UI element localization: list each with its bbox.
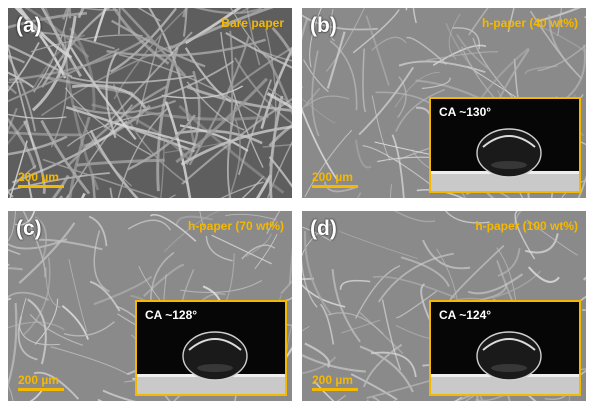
droplet-inset: CA ~128° — [135, 300, 287, 396]
panel-title: h-paper (70 wt%) — [187, 219, 284, 233]
scale-label: 200 µm — [18, 373, 59, 387]
droplet-inset: CA ~130° — [429, 97, 581, 193]
contact-angle-label: CA ~130° — [439, 105, 492, 119]
panel-letter: (a) — [16, 14, 42, 37]
scale-bar: 200 µm — [312, 170, 358, 188]
scale-bar-line — [18, 185, 64, 188]
water-droplet-image — [137, 302, 285, 394]
contact-angle-label: CA ~128° — [145, 308, 198, 322]
sem-panel-c: (c) h-paper (70 wt%) 200 µm CA ~128° — [8, 211, 292, 401]
scale-bar-line — [18, 388, 64, 391]
sem-panel-a: (a) Bare paper 200 µm — [8, 8, 292, 198]
water-droplet-image — [431, 99, 579, 191]
sem-panel-b: (b) h-paper (40 wt%) 200 µm CA ~130° — [302, 8, 586, 198]
scale-label: 200 µm — [312, 170, 353, 184]
panel-letter: (b) — [310, 14, 337, 37]
panel-letter: (d) — [310, 217, 337, 240]
scale-bar-line — [312, 388, 358, 391]
scale-bar: 200 µm — [18, 373, 64, 391]
contact-angle-label: CA ~124° — [439, 308, 492, 322]
panel-title: Bare paper — [221, 16, 284, 30]
panel-title: h-paper (100 wt%) — [475, 219, 578, 233]
sem-panel-d: (d) h-paper (100 wt%) 200 µm CA ~124° — [302, 211, 586, 401]
scale-bar: 200 µm — [18, 170, 64, 188]
scale-label: 200 µm — [312, 373, 353, 387]
scale-label: 200 µm — [18, 170, 59, 184]
panel-letter: (c) — [16, 217, 42, 240]
sem-image-a — [8, 8, 292, 198]
scale-bar-line — [312, 185, 358, 188]
panel-title: h-paper (40 wt%) — [481, 16, 578, 30]
scale-bar: 200 µm — [312, 373, 358, 391]
droplet-inset: CA ~124° — [429, 300, 581, 396]
water-droplet-image — [431, 302, 579, 394]
